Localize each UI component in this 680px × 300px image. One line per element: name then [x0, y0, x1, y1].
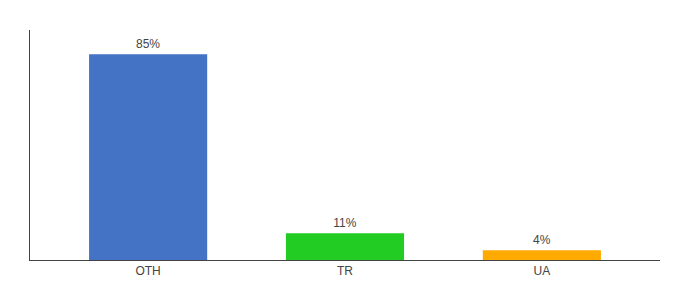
- svg-text:TR: TR: [337, 264, 353, 278]
- svg-text:85%: 85%: [136, 37, 160, 51]
- svg-text:4%: 4%: [533, 233, 551, 247]
- svg-text:OTH: OTH: [135, 264, 160, 278]
- svg-text:11%: 11%: [333, 216, 356, 230]
- svg-text:UA: UA: [534, 264, 551, 278]
